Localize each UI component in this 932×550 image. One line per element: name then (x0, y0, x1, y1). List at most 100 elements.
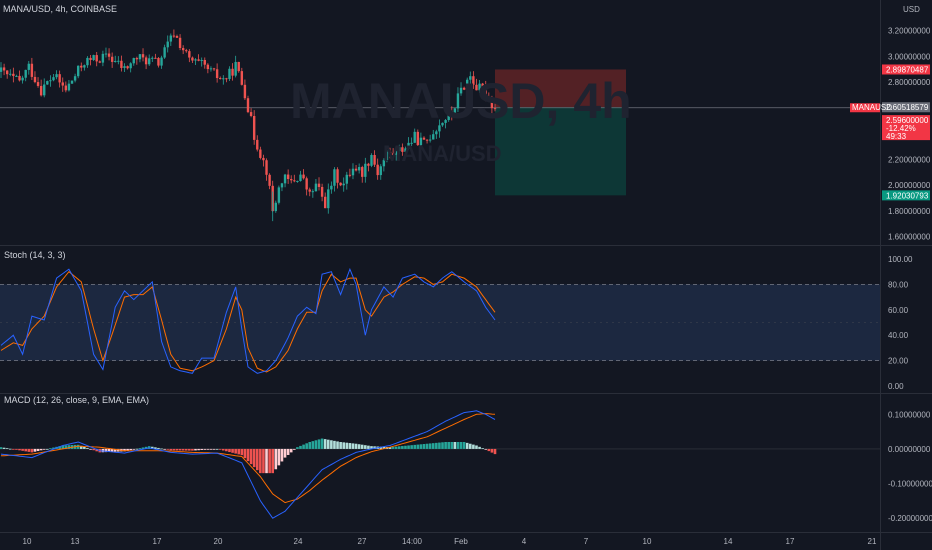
macd-histogram-bar (394, 446, 398, 449)
symbol-header[interactable]: MANA/USD, 4h, COINBASE (3, 4, 117, 14)
candle-body (86, 57, 89, 66)
symbol-tag-bg (850, 103, 880, 113)
candle-body (219, 78, 222, 80)
candle-body (435, 131, 438, 135)
candle-body (388, 151, 392, 154)
candle-body (401, 147, 404, 152)
candle-body (197, 59, 200, 61)
macd-histogram-bar (222, 448, 225, 451)
macd-histogram-bar (188, 448, 191, 451)
macd-histogram-bar (123, 448, 126, 452)
stoch-pane[interactable] (0, 267, 880, 374)
candle-body (450, 111, 453, 115)
macd-tick-label: 0.00000000 (888, 445, 931, 454)
time-tick-label: 14 (724, 537, 733, 546)
macd-histogram-bar (178, 448, 182, 451)
macd-histogram-bar (132, 448, 136, 450)
macd-tick-label: 0.10000000 (888, 410, 931, 419)
macd-title[interactable]: MACD (12, 26, close, 9, EMA, EMA) (4, 395, 149, 405)
candle-body (416, 131, 420, 146)
macd-histogram-bar (52, 447, 55, 449)
macd-histogram-bar (0, 447, 3, 449)
candle-body (320, 186, 324, 197)
price-tick-label: 3.20000000 (888, 27, 931, 36)
macd-histogram-bar (314, 440, 318, 449)
candle-body (425, 139, 429, 141)
candle-body (265, 160, 268, 175)
macd-histogram-bar (342, 442, 346, 449)
stop-price-tag-bg (882, 64, 930, 75)
macd-histogram-bar (126, 448, 129, 451)
macd-histogram-bar (283, 448, 287, 458)
macd-histogram-bar (191, 448, 194, 451)
macd-histogram-bar (367, 445, 370, 449)
macd-histogram-bar (144, 446, 148, 449)
candle-body (200, 59, 203, 61)
current-price-tag-bg (882, 115, 930, 141)
candle-body (12, 73, 15, 76)
macd-histogram-bar (379, 446, 383, 449)
candle-body (101, 53, 105, 63)
macd-histogram-bar (345, 442, 349, 449)
macd-line (0, 410, 496, 519)
candle-body (296, 180, 299, 182)
candle-body (444, 120, 447, 123)
candle-body (175, 35, 179, 38)
candle-body (188, 51, 191, 58)
candle-body (212, 68, 216, 70)
stoch-title[interactable]: Stoch (14, 3, 3) (4, 250, 66, 260)
time-tick-label: 10 (643, 537, 652, 546)
macd-histogram-bar (215, 448, 219, 450)
macd-pane[interactable] (0, 410, 880, 519)
take-profit-zone (495, 107, 626, 196)
candle-body (256, 139, 259, 150)
macd-histogram-bar (289, 448, 293, 453)
macd-histogram-bar (49, 448, 52, 450)
macd-histogram-bar (425, 443, 429, 449)
macd-tick-label: -0.10000000 (888, 480, 932, 489)
macd-histogram-bar (333, 440, 336, 449)
macd-histogram-bar (21, 448, 24, 451)
stop-price-tag: 2.89870487 (886, 65, 929, 74)
macd-histogram-bar (268, 448, 271, 474)
macd-histogram-bar (181, 448, 185, 451)
candle-body (364, 163, 367, 177)
candle-body (169, 35, 173, 42)
macd-histogram-bar (197, 448, 200, 451)
time-tick-label: 24 (294, 537, 303, 546)
candle-body (107, 53, 111, 57)
candle-body (95, 55, 98, 62)
candle-body (185, 50, 188, 52)
candle-body (475, 84, 478, 91)
macd-histogram-bar (154, 447, 157, 449)
candle-body (234, 61, 237, 76)
candle-body (490, 98, 494, 109)
macd-histogram-bar (30, 448, 34, 453)
macd-histogram-bar (5, 448, 9, 450)
candle-body (58, 74, 61, 83)
candle-body (351, 168, 355, 176)
candle-body (333, 169, 336, 186)
price-pane[interactable] (0, 29, 880, 222)
macd-histogram-bar (218, 448, 222, 450)
candle-body (166, 41, 169, 48)
macd-histogram-bar (326, 439, 330, 449)
macd-histogram-bar (277, 448, 281, 466)
macd-histogram-bar (58, 446, 61, 449)
watermark: MANAUSD, 4h (290, 73, 632, 129)
macd-histogram-bar (308, 442, 312, 449)
currency-label[interactable]: USD (903, 5, 920, 14)
stoch-tick-label: 20.00 (888, 357, 909, 366)
macd-histogram-bar (86, 448, 89, 449)
candle-body (15, 75, 18, 77)
candle-body (280, 183, 284, 188)
macd-histogram-bar (18, 448, 21, 451)
candle-body (293, 180, 296, 182)
macd-histogram-bar (249, 448, 253, 465)
macd-histogram-bar (163, 448, 166, 450)
macd-histogram-bar (475, 445, 478, 449)
macd-histogram-bar (299, 445, 302, 449)
macd-histogram-bar (348, 443, 352, 449)
macd-histogram-bar (61, 445, 65, 449)
candle-body (243, 84, 247, 99)
